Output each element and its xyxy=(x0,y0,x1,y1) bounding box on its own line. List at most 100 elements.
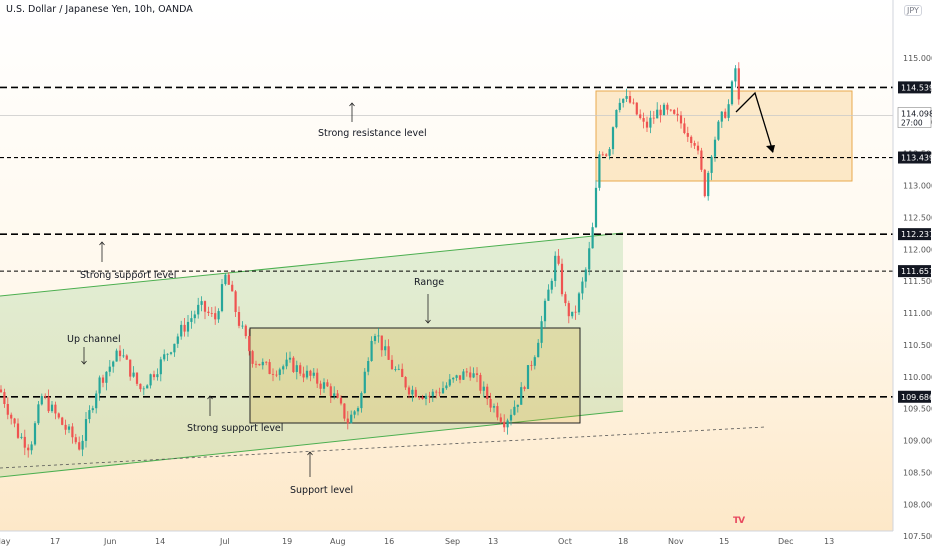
support-trend-line xyxy=(0,426,766,469)
time-axis-background xyxy=(0,531,893,550)
candle-body xyxy=(601,154,604,156)
candle-body xyxy=(377,335,380,337)
candle-body xyxy=(91,408,94,411)
candle-body xyxy=(622,98,625,103)
candle-body xyxy=(523,387,526,389)
candle-body xyxy=(581,281,584,294)
y-tick-label: 107.500 xyxy=(903,532,932,541)
candle-body xyxy=(418,397,421,398)
annotation-label: Strong support level xyxy=(187,423,283,434)
candle-body xyxy=(125,355,128,360)
candle-body xyxy=(231,284,234,292)
candle-body xyxy=(23,436,26,448)
candle-body xyxy=(414,389,417,398)
y-tick-label: 110.000 xyxy=(903,373,932,382)
candle-body xyxy=(639,114,642,119)
candle-body xyxy=(560,263,564,295)
candle-body xyxy=(574,311,577,313)
level-label-box xyxy=(898,228,931,241)
x-tick-label: Dec xyxy=(778,537,793,546)
x-tick-label: 18 xyxy=(618,537,628,546)
candle-body xyxy=(605,154,608,156)
candle-body xyxy=(173,343,176,353)
candle-body xyxy=(95,393,98,409)
channel-upper-line xyxy=(0,232,624,297)
chart-title: U.S. Dollar / Japanese Yen, 10h, OANDA xyxy=(6,4,193,15)
candle-body xyxy=(666,104,669,110)
candle-body xyxy=(350,414,353,424)
level-label-box xyxy=(898,151,931,164)
resistance-box xyxy=(595,90,853,182)
x-tick-label: 16 xyxy=(384,537,394,546)
candle-body xyxy=(271,373,275,375)
y-tick-label: 115.000 xyxy=(903,54,932,63)
candle-body xyxy=(445,385,448,389)
candle-body xyxy=(285,359,288,367)
candle-body xyxy=(166,353,169,355)
candle-body xyxy=(142,388,145,390)
candle-body xyxy=(431,391,434,397)
candle-body xyxy=(421,397,424,399)
candle-body xyxy=(683,123,686,134)
candle-body xyxy=(292,357,295,372)
level-label: 109.686 xyxy=(901,393,932,402)
candle-body xyxy=(54,404,57,414)
candle-body xyxy=(486,386,489,399)
candle-body xyxy=(448,379,451,386)
y-tick-label: 109.000 xyxy=(903,437,932,446)
candle-body xyxy=(105,371,108,383)
candle-body xyxy=(645,121,649,128)
candle-body xyxy=(356,408,360,412)
candle-body xyxy=(346,418,349,424)
candle-body xyxy=(724,111,727,118)
candle-body xyxy=(424,395,428,399)
candle-body xyxy=(577,293,581,313)
candle-body xyxy=(251,351,254,364)
candle-body xyxy=(224,274,227,285)
candle-body xyxy=(312,372,315,376)
candle-body xyxy=(16,423,20,438)
y-tick-label: 108.000 xyxy=(903,500,932,509)
candle-body xyxy=(78,442,81,450)
currency-badge[interactable]: JPY xyxy=(904,5,922,16)
candle-body xyxy=(492,406,496,408)
annotation-arrowhead xyxy=(207,395,213,400)
range-box xyxy=(249,327,581,424)
candle-body xyxy=(282,366,285,370)
candle-body xyxy=(241,325,244,327)
candle-body xyxy=(6,403,9,415)
level-label: 112.237 xyxy=(901,230,932,239)
candle-body xyxy=(353,411,356,415)
candle-body xyxy=(122,355,125,357)
candle-body xyxy=(526,365,530,389)
candle-body xyxy=(669,109,672,111)
candle-body xyxy=(625,96,628,99)
candle-body xyxy=(615,109,618,128)
candle-body xyxy=(676,113,679,116)
candle-body xyxy=(380,335,383,351)
x-tick-label: Jul xyxy=(219,537,230,546)
tradingview-logo[interactable]: TV xyxy=(733,516,745,526)
candle-body xyxy=(190,318,193,322)
candle-body xyxy=(360,393,363,409)
annotation-arrowhead xyxy=(307,451,313,456)
x-tick-label: 13 xyxy=(824,537,834,546)
candle-body xyxy=(407,387,411,395)
candle-body xyxy=(88,410,91,420)
annotation-arrowhead xyxy=(349,102,355,107)
candle-body xyxy=(618,102,621,110)
candle-body xyxy=(57,413,60,418)
candle-body xyxy=(319,383,322,389)
candle-body xyxy=(690,136,693,144)
candle-body xyxy=(84,419,88,441)
candle-body xyxy=(503,421,506,428)
candles xyxy=(0,62,740,458)
candle-body xyxy=(329,386,332,396)
candle-body xyxy=(588,248,591,270)
candle-body xyxy=(401,368,404,378)
candle-body xyxy=(734,68,737,82)
candle-body xyxy=(428,395,431,397)
candle-body xyxy=(0,389,3,393)
candle-body xyxy=(686,133,689,137)
